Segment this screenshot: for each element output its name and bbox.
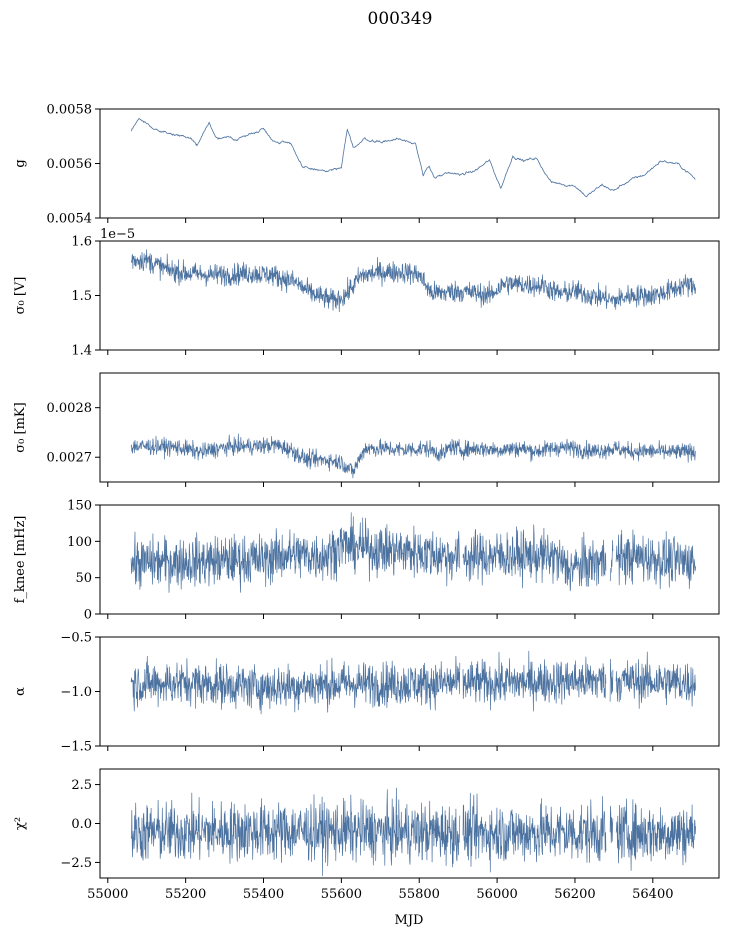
y-tick-label: 2.5: [71, 778, 92, 793]
y-tick-label: −0.5: [60, 631, 92, 646]
y-axis-label: g: [13, 159, 28, 167]
series-line-sigma0-mK: [130, 433, 696, 479]
axes-frame: [99, 108, 720, 219]
x-tick-label: 55000: [87, 887, 128, 902]
axes-frame: [99, 372, 720, 483]
y-tick-label: 1.6: [71, 235, 92, 250]
y-tick-label: 0.0054: [47, 212, 93, 227]
x-axis-label: MJD: [395, 913, 424, 928]
y-axis-label: α: [13, 687, 28, 696]
y-tick-label: 50: [75, 571, 92, 586]
x-tick-label: 56000: [476, 887, 517, 902]
y-tick-label: 0.0027: [47, 451, 93, 466]
subplot-chi-squared: −2.5 0.0 2.5 55000 55200 55400 55600 55800 56000…: [13, 768, 720, 902]
series-line-f-knee: [130, 512, 696, 593]
y-axis-label: f_knee [mHz]: [13, 516, 28, 604]
y-tick-label: 1.5: [71, 289, 92, 304]
y-axis-label: χ²: [13, 817, 28, 830]
x-tick-label: 55200: [165, 887, 206, 902]
series-line-chi-squared: [130, 787, 696, 877]
y-tick-label: 0.0028: [47, 401, 93, 416]
subplot-alpha: −1.5 −1.0 −0.5 α: [13, 631, 720, 755]
subplot-sigma0-V: 1.4 1.5 1.6 σ₀ [V] 1e−5: [13, 227, 720, 359]
subplot-g: 0.0054 0.0056 0.0058 g: [13, 103, 720, 227]
y-tick-label: 0: [84, 608, 92, 623]
y-tick-label: 100: [67, 535, 92, 550]
y-tick-label: 0.0: [71, 817, 92, 832]
y-axis-label: σ₀ [V]: [13, 277, 28, 315]
x-tick-label: 55400: [243, 887, 284, 902]
x-tick-label: 56400: [632, 887, 673, 902]
x-tick-label: 55600: [321, 887, 362, 902]
y-tick-label: 150: [67, 499, 92, 514]
series-line-alpha: [130, 650, 696, 715]
y-tick-label: −1.5: [60, 740, 92, 755]
series-line-sigma0-V: [130, 249, 696, 313]
axes-frame: [99, 504, 720, 615]
subplot-sigma0-mK: 0.0027 0.0028 σ₀ [mK]: [13, 372, 720, 487]
y-axis-label: σ₀ [mK]: [13, 402, 28, 452]
y-tick-label: 1.4: [71, 344, 92, 359]
y-tick-label: −2.5: [60, 856, 92, 871]
y-tick-label: 0.0056: [47, 157, 93, 172]
y-tick-label: −1.0: [60, 685, 92, 700]
series-line-g: [130, 117, 696, 198]
x-tick-label: 55800: [399, 887, 440, 902]
x-tick-label: 56200: [554, 887, 595, 902]
y-tick-label: 0.0058: [47, 103, 93, 118]
subplot-f-knee: 0 50 100 150 f_knee [mHz]: [13, 499, 720, 623]
offset-text: 1e−5: [100, 227, 135, 242]
figure-title: 000349: [368, 9, 433, 29]
